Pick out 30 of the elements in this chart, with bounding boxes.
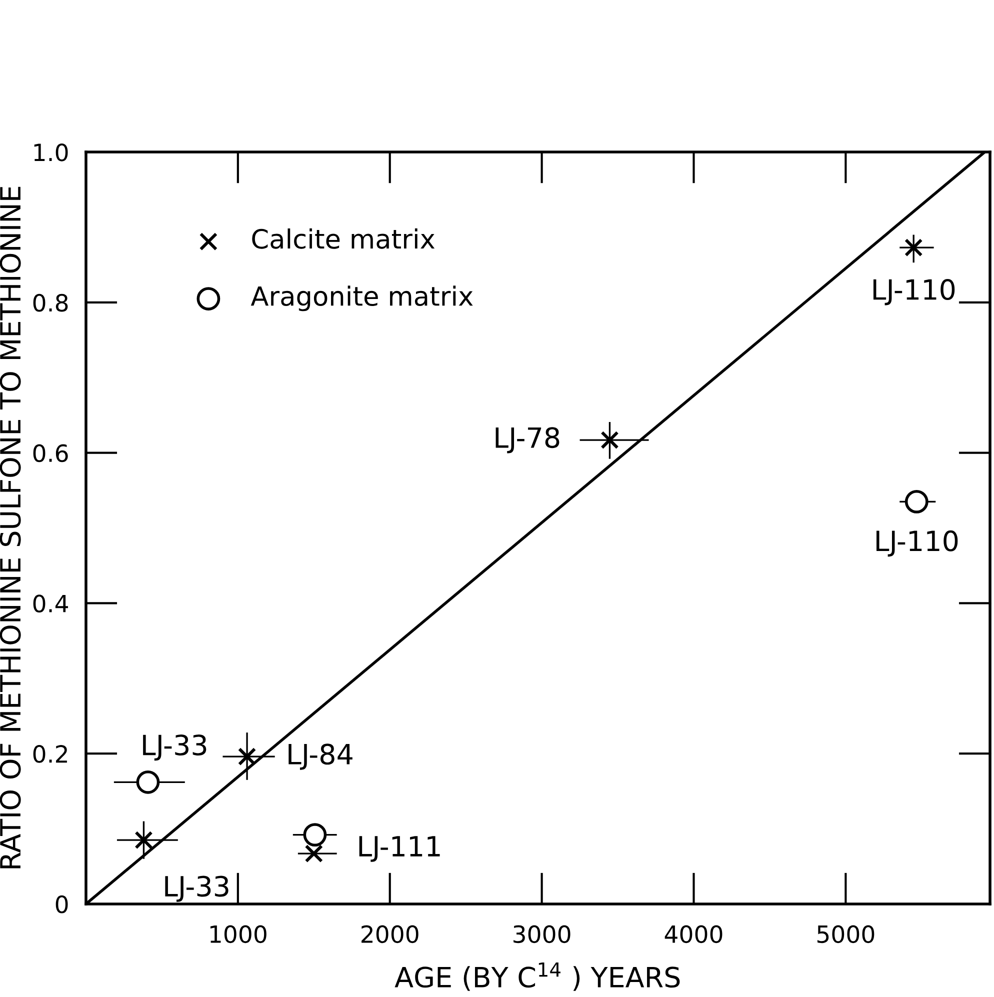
y-tick-label: 1.0 bbox=[34, 143, 68, 162]
legend-label: Calcite matrix bbox=[252, 228, 435, 249]
annotation: LJ-33 bbox=[143, 734, 206, 761]
point bbox=[238, 747, 256, 766]
y-tick-label: 0.6 bbox=[33, 444, 68, 462]
point bbox=[600, 430, 619, 450]
x-tick-label: 3000 bbox=[514, 925, 570, 944]
point bbox=[904, 490, 928, 514]
y-axis-title: RATIO OF METHIONINE SULFONE TO METHIONINE bbox=[0, 186, 21, 868]
legend-label: Aragonite matrix bbox=[250, 286, 473, 312]
x-tick-label: 5000 bbox=[817, 925, 874, 944]
x-axis-title: AGE (BY C$^{14}$ ) YEARS bbox=[394, 962, 680, 991]
point bbox=[136, 770, 160, 794]
annotation: LJ-110 bbox=[873, 279, 955, 306]
annotation: LJ-111 bbox=[359, 836, 440, 862]
annotation: LJ-110 bbox=[876, 530, 958, 557]
x-tick-label: 2000 bbox=[362, 925, 418, 944]
y-tick-label: 0.4 bbox=[33, 594, 68, 613]
point bbox=[134, 830, 153, 850]
point bbox=[303, 823, 327, 846]
y-tick-label: 0 bbox=[56, 895, 68, 914]
y-tick-label: 0.8 bbox=[33, 294, 68, 312]
x-tick-label: 1000 bbox=[210, 925, 266, 944]
point bbox=[904, 238, 923, 257]
annotation: LJ-84 bbox=[288, 744, 352, 770]
annotation: LJ-78 bbox=[496, 427, 560, 454]
annotation: LJ-33 bbox=[165, 876, 228, 902]
y-tick-label: 0.2 bbox=[33, 745, 67, 763]
x-tick-label: 4000 bbox=[664, 925, 722, 944]
point bbox=[304, 844, 324, 863]
